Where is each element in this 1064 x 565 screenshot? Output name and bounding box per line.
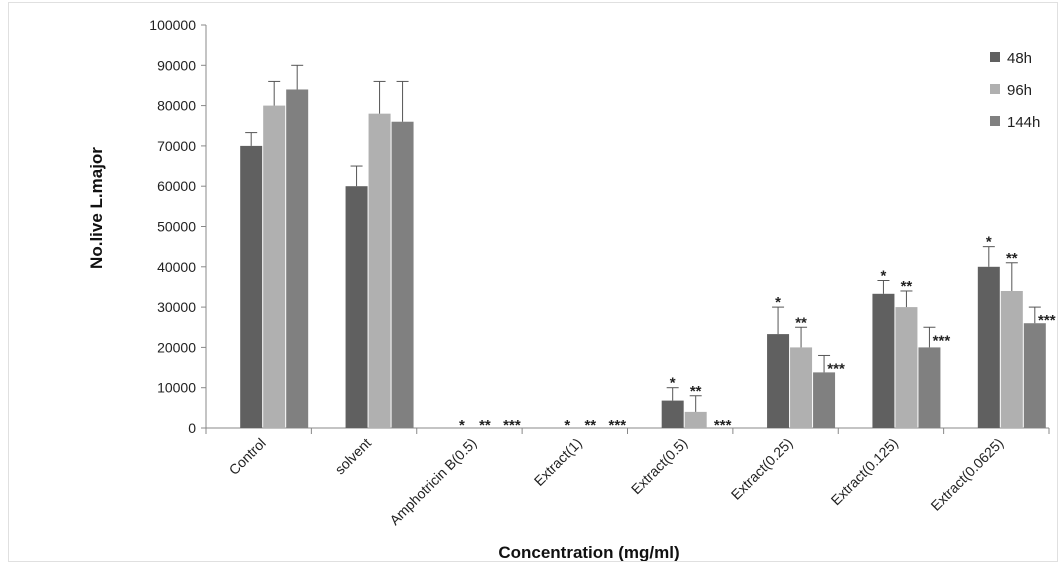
bar [263, 105, 286, 428]
significance-mark: *** [933, 332, 951, 349]
significance-mark: * [670, 375, 676, 392]
bar [368, 113, 391, 428]
y-tick-label: 0 [188, 420, 196, 436]
chart-frame: * * * * * * ** ** ** ** ** ** *** *** *** *** *** *** 0 10… [8, 2, 1058, 562]
bar [1000, 290, 1023, 428]
x-tick-label: Amphotricin B(0.5) [386, 435, 479, 528]
bar [345, 186, 368, 428]
significance-mark: *** [1038, 312, 1056, 329]
y-tick-label: 100000 [149, 17, 196, 33]
legend-label: 48h [1007, 50, 1032, 67]
y-tick-label: 60000 [157, 178, 196, 194]
legend-swatch [990, 84, 1000, 94]
bar [767, 334, 790, 428]
y-tick-label: 10000 [157, 380, 196, 396]
bars [240, 89, 1046, 428]
error-bars [245, 64, 1041, 412]
significance-mark: * [459, 417, 465, 434]
significance-mark: * [881, 268, 887, 285]
x-tick-label: Extract(0.125) [828, 435, 901, 508]
significance-mark: *** [714, 417, 732, 434]
legend-label: 144h [1007, 114, 1040, 131]
y-tick-labels: 0 10000 20000 30000 40000 50000 60000 70000 8000… [149, 17, 196, 436]
bar [977, 266, 1000, 428]
significance-mark: ** [690, 383, 702, 400]
x-tick-labels: Control solvent Amphotricin B(0.5) Extract(… [226, 435, 1007, 528]
legend-swatch [990, 52, 1000, 62]
significance-mark: * [564, 417, 570, 434]
y-tick-label: 30000 [157, 299, 196, 315]
significance-mark: *** [503, 417, 521, 434]
bar [286, 89, 309, 428]
bar [872, 293, 895, 428]
bar [661, 400, 684, 428]
significance-mark: ** [584, 417, 596, 434]
x-tick-label: Extract(1) [531, 435, 585, 489]
y-tick-label: 70000 [157, 138, 196, 154]
bar [813, 372, 836, 428]
x-tick-label: solvent [332, 435, 375, 478]
y-tick-label: 50000 [157, 219, 196, 235]
significance-mark: *** [827, 360, 845, 377]
bar [391, 121, 414, 428]
y-axis-title: No.live L.major [87, 147, 106, 269]
legend-label: 96h [1007, 82, 1032, 99]
y-tick-label: 80000 [157, 98, 196, 114]
y-tick-label: 90000 [157, 57, 196, 73]
bar [240, 145, 263, 428]
y-tick-label: 40000 [157, 259, 196, 275]
significance-mark: ** [901, 278, 913, 295]
bar [684, 411, 707, 428]
y-tick-label: 20000 [157, 339, 196, 355]
x-tick-label: Extract(0.25) [728, 435, 796, 503]
significance-mark: *** [609, 417, 627, 434]
significance-mark: * [775, 294, 781, 311]
bar [895, 307, 918, 428]
legend: 48h 96h 144h [990, 50, 1040, 131]
bar [790, 347, 813, 428]
significance-mark: * [986, 234, 992, 251]
x-tick-label: Control [226, 435, 269, 478]
x-tick-label: Extract(0.0625) [927, 435, 1006, 514]
bar-chart: * ******* ************* *** ************ 010… [87, 17, 1056, 561]
significance-marks: * ******* ************* *** ************ [459, 234, 1056, 434]
legend-swatch [990, 116, 1000, 126]
bar [918, 347, 941, 428]
significance-mark: ** [1006, 250, 1018, 267]
x-tick-label: Extract(0.5) [628, 435, 690, 497]
significance-mark: ** [479, 417, 491, 434]
significance-mark: ** [795, 314, 807, 331]
bar [1023, 323, 1046, 428]
x-axis-title: Concentration (mg/ml) [498, 543, 679, 561]
